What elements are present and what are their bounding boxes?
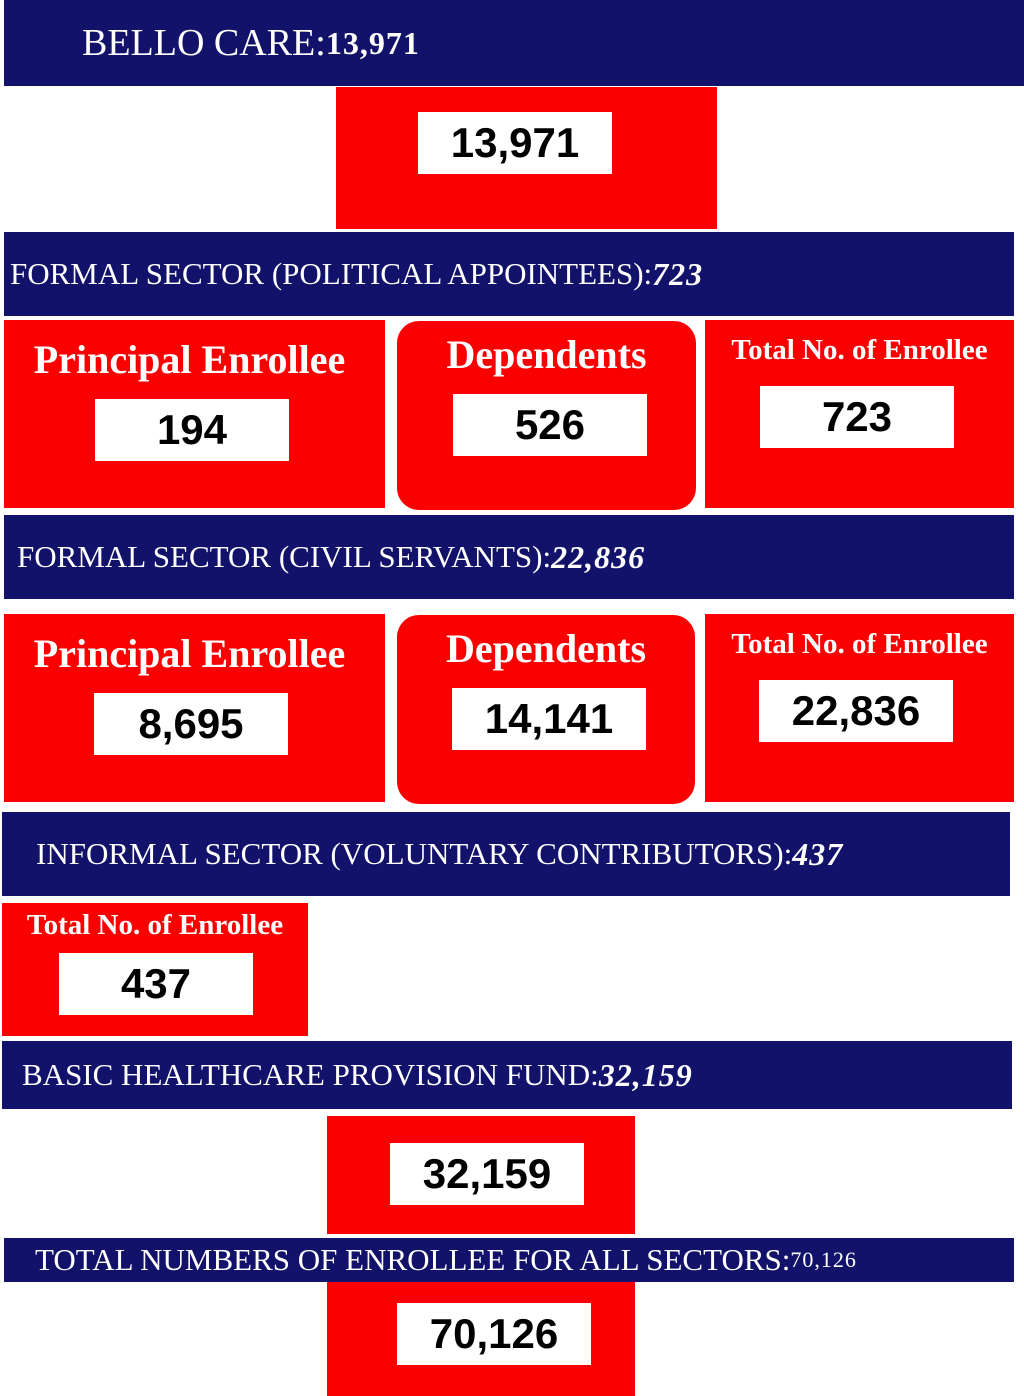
political-principal-value: 194 bbox=[95, 399, 289, 461]
bello-care-title: BELLO CARE: bbox=[82, 22, 326, 64]
informal-title-value: 437 bbox=[792, 835, 844, 872]
civil-principal-value: 8,695 bbox=[94, 693, 288, 755]
civil-principal-box: Principal Enrollee 8,695 bbox=[4, 614, 385, 802]
bhcpf-box: 32,159 bbox=[327, 1116, 635, 1234]
bhcpf-title-value: 32,159 bbox=[598, 1056, 693, 1093]
bhcpf-value: 32,159 bbox=[390, 1143, 584, 1205]
civil-total-value: 22,836 bbox=[759, 680, 953, 742]
bello-care-banner: BELLO CARE: 13,971 bbox=[4, 0, 1024, 86]
informal-total-box: Total No. of Enrollee 437 bbox=[2, 903, 308, 1036]
political-banner: FORMAL SECTOR (POLITICAL APPOINTEES): 72… bbox=[4, 232, 1014, 316]
informal-total-value: 437 bbox=[59, 953, 253, 1015]
civil-total-box: Total No. of Enrollee 22,836 bbox=[705, 614, 1014, 802]
all-sectors-title-value: 70,126 bbox=[790, 1247, 857, 1272]
political-title: FORMAL SECTOR (POLITICAL APPOINTEES): bbox=[10, 256, 653, 291]
political-total-value: 723 bbox=[760, 386, 954, 448]
political-total-box: Total No. of Enrollee 723 bbox=[705, 320, 1014, 508]
informal-title: INFORMAL SECTOR (VOLUNTARY CONTRIBUTORS)… bbox=[36, 836, 793, 871]
informal-total-label: Total No. of Enrollee bbox=[26, 909, 284, 941]
political-principal-label: Principal Enrollee bbox=[33, 337, 346, 382]
bello-care-box: 13,971 bbox=[336, 87, 717, 229]
civil-dependents-label: Dependents bbox=[445, 626, 647, 671]
civil-banner: FORMAL SECTOR (CIVIL SERVANTS): 22,836 bbox=[4, 515, 1014, 599]
political-principal-box: Principal Enrollee 194 bbox=[4, 320, 385, 508]
bhcpf-title: BASIC HEALTHCARE PROVISION FUND: bbox=[22, 1057, 599, 1092]
civil-title-value: 22,836 bbox=[551, 538, 646, 575]
informal-banner: INFORMAL SECTOR (VOLUNTARY CONTRIBUTORS)… bbox=[2, 812, 1010, 896]
all-sectors-box: 70,126 bbox=[327, 1282, 635, 1396]
civil-dependents-value: 14,141 bbox=[452, 688, 646, 750]
civil-total-label: Total No. of Enrollee bbox=[731, 628, 988, 660]
civil-dependents-box: Dependents 14,141 bbox=[397, 615, 695, 804]
bello-care-value: 13,971 bbox=[418, 112, 612, 174]
all-sectors-banner: TOTAL NUMBERS OF ENROLLEE FOR ALL SECTOR… bbox=[4, 1238, 1014, 1282]
political-title-value: 723 bbox=[652, 255, 704, 292]
bello-care-title-value: 13,971 bbox=[325, 24, 420, 61]
political-dependents-label: Dependents bbox=[446, 332, 647, 377]
political-total-label: Total No. of Enrollee bbox=[731, 334, 988, 366]
civil-principal-label: Principal Enrollee bbox=[33, 631, 346, 676]
political-dependents-value: 526 bbox=[453, 394, 647, 456]
bhcpf-banner: BASIC HEALTHCARE PROVISION FUND: 32,159 bbox=[2, 1041, 1012, 1109]
civil-title: FORMAL SECTOR (CIVIL SERVANTS): bbox=[17, 539, 552, 574]
all-sectors-title: TOTAL NUMBERS OF ENROLLEE FOR ALL SECTOR… bbox=[35, 1242, 791, 1277]
political-dependents-box: Dependents 526 bbox=[397, 321, 696, 510]
all-sectors-value: 70,126 bbox=[397, 1303, 591, 1365]
